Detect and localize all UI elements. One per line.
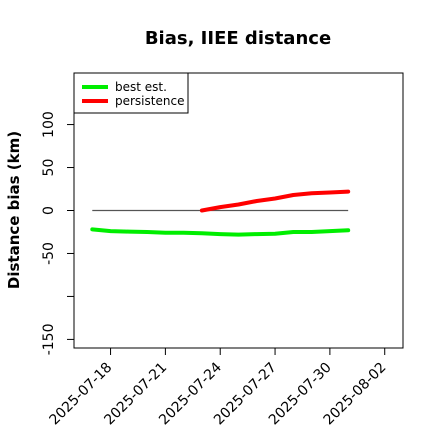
y-axis-label: Distance bias (km) bbox=[5, 131, 23, 289]
chart-title: Bias, IIEE distance bbox=[145, 28, 331, 49]
y-tick-label: 100 bbox=[41, 111, 57, 138]
y-tick-label: 0 bbox=[41, 206, 57, 215]
legend-label-best-est: best est. bbox=[115, 80, 167, 94]
y-tick-label: 50 bbox=[41, 159, 57, 177]
legend-label-persistence: persistence bbox=[115, 94, 184, 108]
legend: best est.persistence bbox=[73, 72, 189, 114]
series-line-best-est bbox=[90, 227, 351, 237]
legend-box bbox=[73, 72, 189, 114]
series-line-persistence bbox=[199, 189, 351, 213]
y-tick-label: -150 bbox=[41, 324, 57, 356]
y-tick-label: -50 bbox=[41, 242, 57, 265]
